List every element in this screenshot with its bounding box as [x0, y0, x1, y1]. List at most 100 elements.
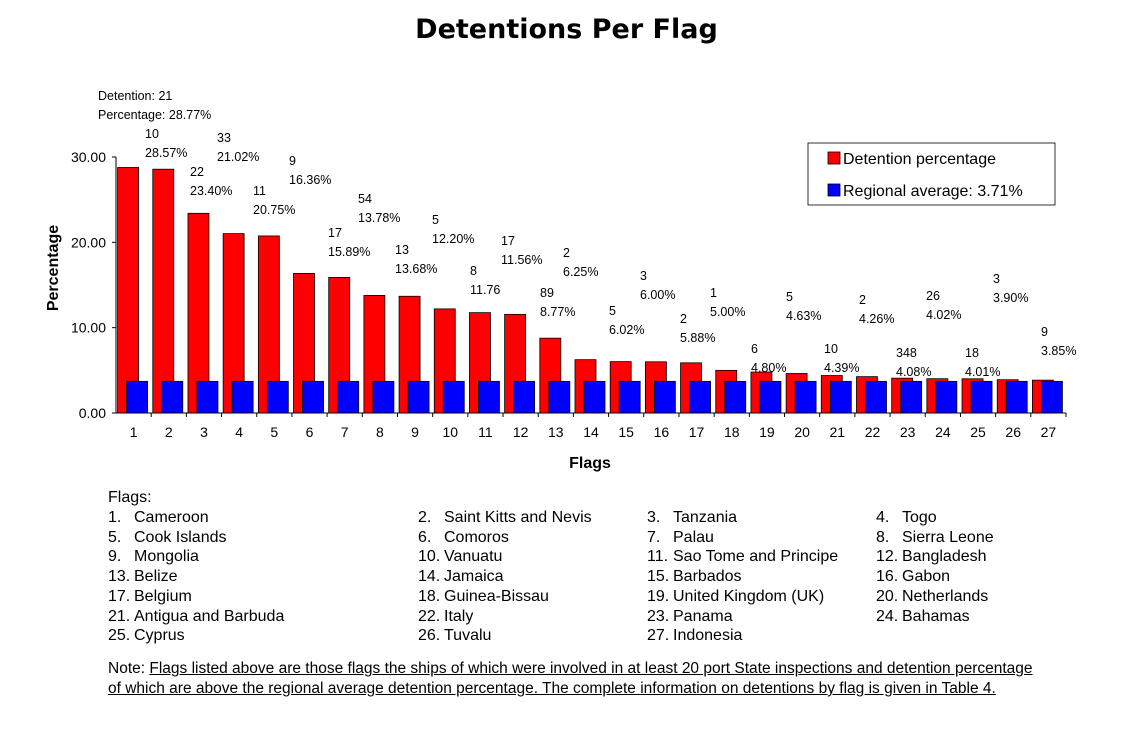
- bar-regional-average: [161, 380, 184, 414]
- x-tick-label: 14: [583, 424, 599, 440]
- flag-item: 1. Cameroon: [108, 509, 209, 527]
- flag-item: 13. Belize: [108, 568, 178, 586]
- flag-name: Bahamas: [902, 607, 970, 625]
- bar-regional-average: [583, 380, 606, 414]
- x-tick-label: 22: [865, 424, 881, 440]
- flag-item: 19. United Kingdom (UK): [647, 588, 824, 606]
- flag-name: Antigua and Barbuda: [134, 607, 285, 625]
- flag-item: 8. Sierra Leone: [876, 529, 994, 547]
- flag-item: 15. Barbados: [647, 568, 742, 586]
- data-label-count: 2: [563, 246, 570, 260]
- data-label-count: 3: [640, 269, 647, 283]
- data-label-count: 17: [328, 226, 342, 240]
- flag-number: 24.: [876, 607, 899, 625]
- bar-detention-percentage: [152, 168, 175, 414]
- flag-name: Jamaica: [444, 568, 504, 586]
- flag-item: 23. Panama: [647, 608, 733, 626]
- x-tick-label: 9: [411, 424, 419, 440]
- data-label-percentage: 21.02%: [217, 150, 259, 164]
- bar-regional-average: [653, 380, 676, 414]
- bar-regional-average: [513, 380, 536, 414]
- data-label-count: 9: [1041, 325, 1048, 339]
- bar-regional-average: [794, 380, 817, 414]
- chart-title: Detentions Per Flag: [415, 14, 718, 45]
- data-label-percentage: 8.77%: [540, 305, 575, 319]
- flag-item: 22. Italy: [418, 608, 473, 626]
- flag-item: 6. Comoros: [418, 529, 509, 547]
- flag-item: 9. Mongolia: [108, 548, 199, 566]
- data-label-percentage: 6.25%: [563, 265, 598, 279]
- bar-regional-average: [724, 380, 747, 414]
- flag-number: 27.: [647, 627, 670, 645]
- bar-regional-average: [196, 380, 219, 414]
- data-label-count: 11: [253, 184, 266, 198]
- flag-number: 23.: [647, 607, 670, 625]
- bar-regional-average: [618, 380, 641, 414]
- flag-number: 26.: [418, 627, 441, 645]
- data-label-percentage: 4.63%: [786, 309, 821, 323]
- flag-number: 1.: [108, 509, 122, 526]
- flag-item: 11. Sao Tome and Principe: [647, 548, 838, 566]
- data-label-count: 89: [540, 286, 554, 300]
- data-label-percentage: 6.02%: [609, 323, 644, 337]
- flag-item: 20. Netherlands: [876, 588, 988, 606]
- data-label-percentage: 20.75%: [253, 203, 295, 217]
- flag-item: 18. Guinea-Bissau: [418, 588, 549, 606]
- data-label-count: 3: [993, 272, 1000, 286]
- y-axis-label: Percentage: [45, 225, 62, 311]
- flag-item: 24. Bahamas: [876, 608, 970, 626]
- x-tick-label: 17: [689, 424, 705, 440]
- bar-detention-percentage: [117, 167, 139, 414]
- bar-regional-average: [548, 380, 571, 414]
- x-tick-label: 24: [935, 424, 951, 440]
- flag-number: 16.: [876, 568, 899, 586]
- data-label-percentage: 16.36%: [289, 173, 331, 187]
- flag-item: 10. Vanuatu: [418, 548, 502, 566]
- flag-number: 3.: [647, 509, 661, 526]
- flag-item: 14. Jamaica: [418, 568, 504, 586]
- flag-name: Sao Tome and Principe: [673, 548, 839, 566]
- bar-regional-average: [442, 380, 465, 414]
- flag-number: 18.: [418, 587, 441, 605]
- flag-number: 14.: [418, 568, 441, 586]
- flag-name: United Kingdom (UK): [673, 587, 825, 605]
- bar-regional-average: [900, 380, 923, 414]
- flag-number: 12.: [876, 548, 899, 566]
- flag-number: 7.: [647, 528, 661, 546]
- flag-name: Belize: [134, 568, 178, 586]
- flag-item: 4. Togo: [876, 509, 937, 527]
- x-tick-label: 8: [376, 424, 384, 440]
- data-label-percentage: 4.39%: [824, 361, 859, 375]
- data-label-count: 9: [289, 154, 296, 168]
- bar-regional-average: [126, 380, 148, 414]
- data-label-percentage: 28.57%: [145, 146, 187, 160]
- x-tick-label: 10: [442, 424, 458, 440]
- data-label-count: 17: [501, 234, 515, 248]
- flag-number: 2.: [418, 509, 432, 526]
- x-tick-label: 19: [759, 424, 775, 440]
- x-tick-label: 20: [794, 424, 810, 440]
- data-label-percentage: 13.78%: [358, 211, 400, 225]
- flag-number: 15.: [647, 568, 670, 586]
- flag-number: 21.: [108, 607, 131, 625]
- data-label-percentage: 5.88%: [680, 331, 715, 345]
- data-label-percentage: Percentage: 28.77%: [98, 108, 211, 122]
- x-tick-label: 6: [306, 424, 314, 440]
- bar-regional-average: [759, 380, 782, 414]
- legend-swatch-detention: [827, 151, 841, 165]
- note-text[interactable]: Flags listed above are those flags the s…: [108, 660, 1033, 697]
- bar-regional-average: [970, 380, 993, 414]
- flag-name: Panama: [673, 607, 733, 625]
- flag-name: Cyprus: [134, 627, 185, 645]
- data-label-percentage: 5.00%: [710, 305, 745, 319]
- legend-box: [807, 142, 1056, 206]
- x-tick-label: 3: [200, 424, 208, 440]
- flag-name: Netherlands: [902, 587, 989, 605]
- x-axis-label: Flags: [569, 455, 611, 472]
- flag-number: 25.: [108, 627, 131, 645]
- data-label-count: 33: [217, 131, 231, 145]
- flag-item: 3. Tanzania: [647, 509, 737, 527]
- data-label-count: 13: [395, 243, 409, 257]
- flag-name: Indonesia: [673, 627, 743, 645]
